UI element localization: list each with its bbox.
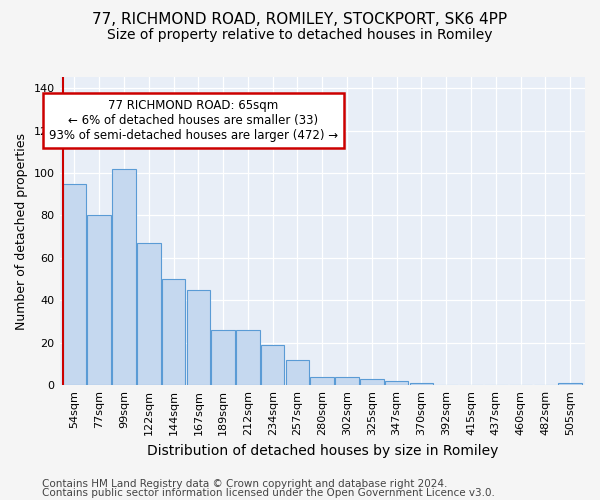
Bar [187,290,210,385]
Bar [410,383,433,385]
Bar [236,330,260,385]
Bar [310,376,334,385]
Text: 77 RICHMOND ROAD: 65sqm
← 6% of detached houses are smaller (33)
93% of semi-det: 77 RICHMOND ROAD: 65sqm ← 6% of detached… [49,98,338,142]
Text: Size of property relative to detached houses in Romiley: Size of property relative to detached ho… [107,28,493,42]
Bar [559,383,582,385]
Bar [286,360,309,385]
Bar [385,381,409,385]
Text: Contains public sector information licensed under the Open Government Licence v3: Contains public sector information licen… [42,488,495,498]
Bar [88,216,111,385]
Bar [162,279,185,385]
Text: Contains HM Land Registry data © Crown copyright and database right 2024.: Contains HM Land Registry data © Crown c… [42,479,448,489]
Bar [62,184,86,385]
Bar [335,376,359,385]
Y-axis label: Number of detached properties: Number of detached properties [15,133,28,330]
Bar [137,243,161,385]
Bar [261,345,284,385]
X-axis label: Distribution of detached houses by size in Romiley: Distribution of detached houses by size … [146,444,498,458]
Bar [360,379,383,385]
Bar [211,330,235,385]
Text: 77, RICHMOND ROAD, ROMILEY, STOCKPORT, SK6 4PP: 77, RICHMOND ROAD, ROMILEY, STOCKPORT, S… [92,12,508,28]
Bar [112,168,136,385]
